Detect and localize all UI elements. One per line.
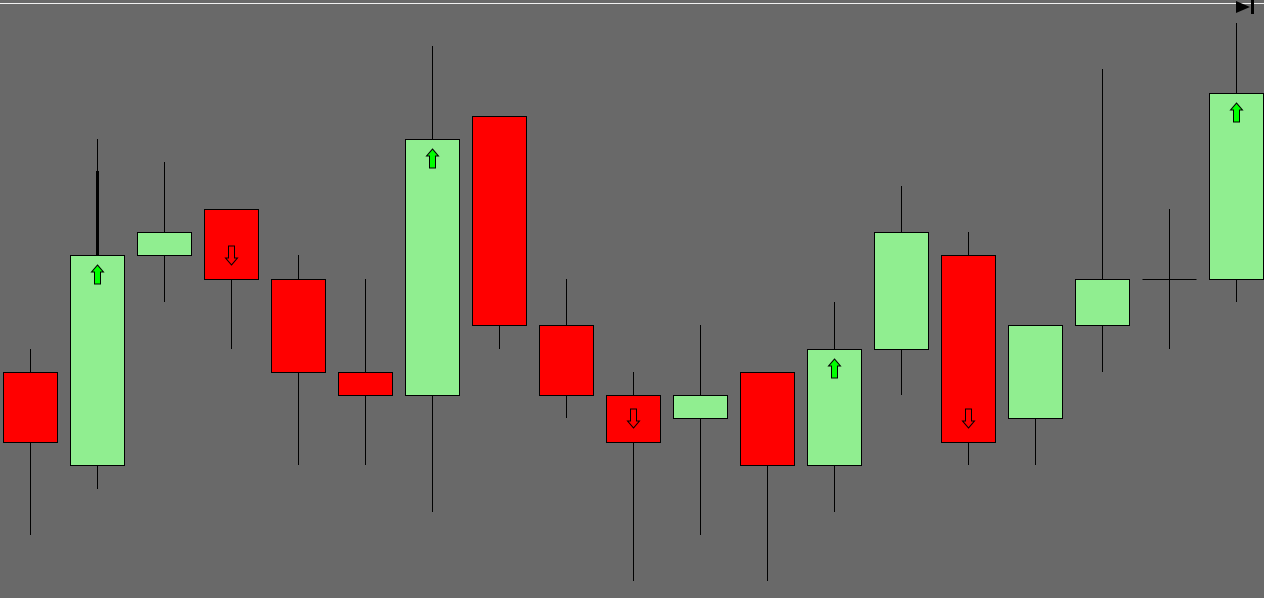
candle-bull-body bbox=[1075, 279, 1130, 326]
candle-bear-body bbox=[3, 372, 58, 443]
down-arrow-signal-icon bbox=[224, 245, 239, 266]
candle-bear-body bbox=[740, 372, 795, 466]
candle-bull-body bbox=[1209, 93, 1264, 280]
candle-bear-body bbox=[271, 279, 326, 373]
candle-bull-body bbox=[70, 255, 125, 466]
scroll-to-end-icon[interactable] bbox=[1234, 0, 1256, 14]
down-arrow-signal-icon bbox=[961, 408, 976, 429]
candle-bear-body bbox=[204, 209, 259, 280]
candle-bull-body bbox=[137, 232, 192, 256]
up-arrow-signal-icon bbox=[827, 358, 842, 379]
up-arrow-signal-icon bbox=[1229, 102, 1244, 123]
up-arrow-signal-icon bbox=[425, 148, 440, 169]
candle-bull-body bbox=[673, 395, 728, 419]
candle-bull-body bbox=[1008, 325, 1063, 419]
candle-bull-body bbox=[405, 139, 460, 396]
up-arrow-signal-icon bbox=[90, 264, 105, 285]
candle-bear-body bbox=[472, 116, 527, 326]
candle-bear-body bbox=[539, 325, 594, 396]
down-arrow-signal-icon bbox=[626, 408, 641, 429]
candle-bull-body bbox=[874, 232, 929, 350]
candle-bear-body bbox=[338, 372, 393, 396]
chart-top-border bbox=[0, 3, 1264, 4]
